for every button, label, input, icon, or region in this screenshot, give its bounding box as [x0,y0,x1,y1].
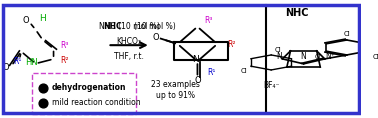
Text: H: H [39,14,46,23]
Text: R²: R² [228,40,236,48]
Text: R³: R³ [60,41,68,50]
Text: NHC (10 mol %): NHC (10 mol %) [99,22,160,31]
Text: Cl: Cl [373,54,378,60]
Text: Cl: Cl [314,54,321,60]
Text: N: N [301,52,307,61]
Text: KHCO₃: KHCO₃ [116,37,142,46]
Text: (10 mol %): (10 mol %) [135,22,176,31]
Text: BF₄⁻: BF₄⁻ [263,81,279,90]
Text: Cl: Cl [240,68,247,74]
Text: R³: R³ [204,17,212,25]
Text: R¹: R¹ [13,57,22,66]
Text: HN: HN [25,58,38,67]
Point [40,102,46,104]
Text: 23 examples
up to 91%: 23 examples up to 91% [152,80,200,100]
Text: O: O [153,33,160,42]
Text: O: O [3,63,9,72]
Text: O: O [194,76,201,85]
Text: dehydrogenation: dehydrogenation [52,83,126,92]
Text: NHC: NHC [286,8,309,18]
Text: O: O [23,17,29,25]
Text: mild reaction condition: mild reaction condition [52,98,140,107]
Point [40,87,46,89]
Text: NHC: NHC [104,22,122,31]
Text: R¹: R¹ [208,68,216,77]
Text: Cl: Cl [343,31,350,37]
Text: Cl: Cl [275,47,282,53]
Text: N⁺: N⁺ [325,52,335,61]
Text: N: N [276,52,282,61]
Text: N: N [192,55,199,64]
Text: R²: R² [60,56,68,65]
Text: THF, r.t.: THF, r.t. [114,52,144,61]
